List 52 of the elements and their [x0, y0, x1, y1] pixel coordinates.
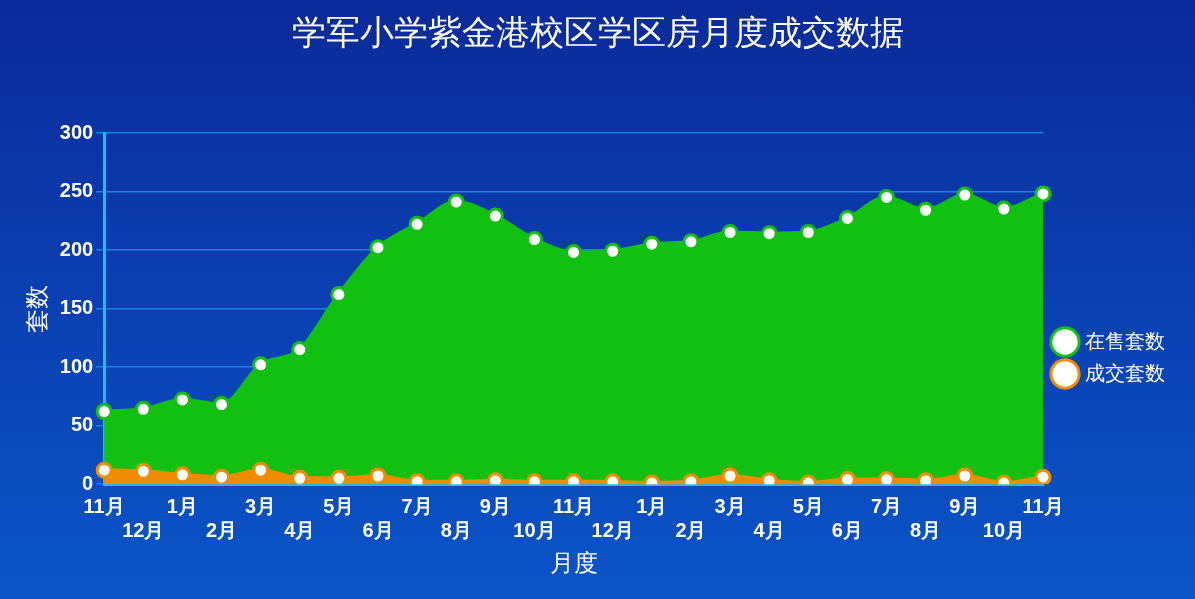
point — [878, 471, 896, 485]
point — [486, 472, 504, 485]
x-tick-label: 6月 — [362, 518, 394, 541]
x-tick-label: 1月 — [166, 494, 198, 517]
x-tick-label: 3月 — [245, 494, 277, 517]
x-tick-label: 11月 — [1022, 494, 1064, 517]
y-tick-label: 300 — [59, 120, 94, 143]
x-tick-label: 5月 — [792, 494, 824, 517]
point — [917, 472, 935, 485]
point — [1034, 185, 1052, 203]
x-tick-label: 12月 — [122, 518, 165, 541]
y-tick-label: 0 — [82, 471, 94, 494]
x-tick-label: 7月 — [870, 494, 903, 517]
x-tick-label: 8月 — [440, 518, 472, 541]
x-tick-label: 11月 — [83, 494, 125, 517]
y-axis-title: 套数 — [23, 284, 51, 333]
point — [956, 467, 974, 485]
x-tick-label: 9月 — [949, 494, 981, 517]
chart-title: 学军小学紫金港校区学区房月度成交数据 — [290, 11, 905, 54]
point — [369, 467, 387, 485]
point — [721, 467, 739, 485]
y-tick-label: 250 — [59, 179, 94, 202]
point — [760, 472, 778, 485]
y-tick-label: 200 — [59, 237, 94, 260]
x-tick-label: 8月 — [910, 518, 942, 541]
point — [330, 469, 348, 485]
x-tick-label: 7月 — [401, 494, 433, 517]
x-tick-label: 10月 — [513, 518, 556, 541]
x-tick-label: 5月 — [323, 494, 355, 517]
x-tick-label: 10月 — [982, 518, 1026, 541]
x-axis-title: 月度 — [549, 549, 598, 577]
x-tick-label: 4月 — [753, 518, 785, 541]
x-tick-label: 4月 — [284, 518, 316, 541]
y-tick-label: 100 — [59, 354, 94, 377]
y-tick-label: 50 — [70, 413, 94, 436]
point — [95, 461, 113, 479]
x-tick-label: 2月 — [205, 518, 238, 541]
x-tick-label: 2月 — [675, 518, 707, 541]
point — [95, 403, 113, 421]
x-tick-label: 9月 — [479, 494, 511, 517]
x-tick-label: 12月 — [591, 518, 634, 541]
point — [838, 471, 856, 485]
y-tick-label: 150 — [59, 296, 94, 319]
legend-label: 在售套数 — [1085, 329, 1165, 352]
x-tick-label: 11月 — [553, 494, 595, 517]
point — [213, 468, 231, 485]
x-tick-label: 3月 — [714, 494, 746, 517]
x-tick-label: 6月 — [831, 518, 863, 541]
point — [1034, 468, 1052, 485]
legend-label: 成交套数 — [1085, 361, 1165, 384]
x-tick-label: 1月 — [636, 494, 668, 517]
point — [291, 469, 309, 485]
